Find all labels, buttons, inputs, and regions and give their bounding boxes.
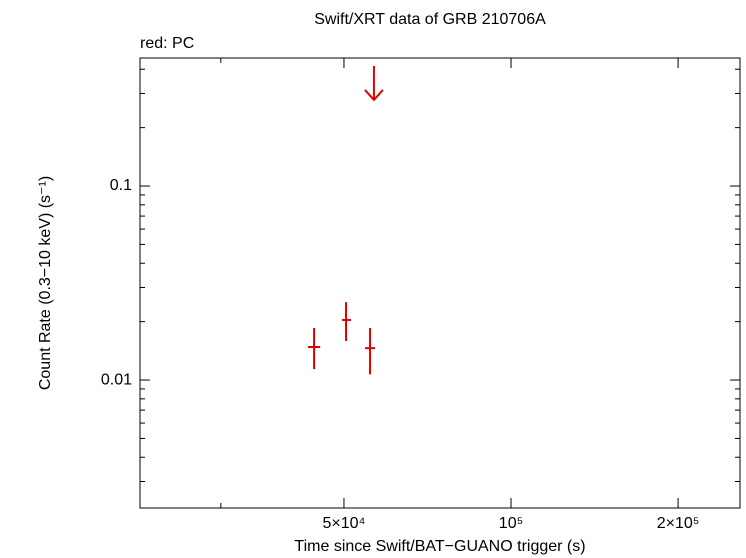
y-axis-label: Count Rate (0.3−10 keV) (s⁻¹) — [37, 176, 54, 390]
x-tick-label: 10⁵ — [499, 515, 523, 532]
x-axis-label: Time since Swift/BAT−GUANO trigger (s) — [294, 538, 585, 555]
chart-title: Swift/XRT data of GRB 210706A — [314, 11, 546, 28]
x-tick-label: 2×10⁵ — [657, 515, 700, 532]
upper-limit-head — [364, 89, 384, 102]
y-tick-label: 0.1 — [110, 177, 132, 194]
plot-frame — [139, 57, 741, 509]
y-tick-label: 0.01 — [101, 371, 132, 388]
x-tick-label: 5×10⁴ — [323, 515, 366, 532]
chart-subtitle: red: PC — [140, 35, 194, 52]
